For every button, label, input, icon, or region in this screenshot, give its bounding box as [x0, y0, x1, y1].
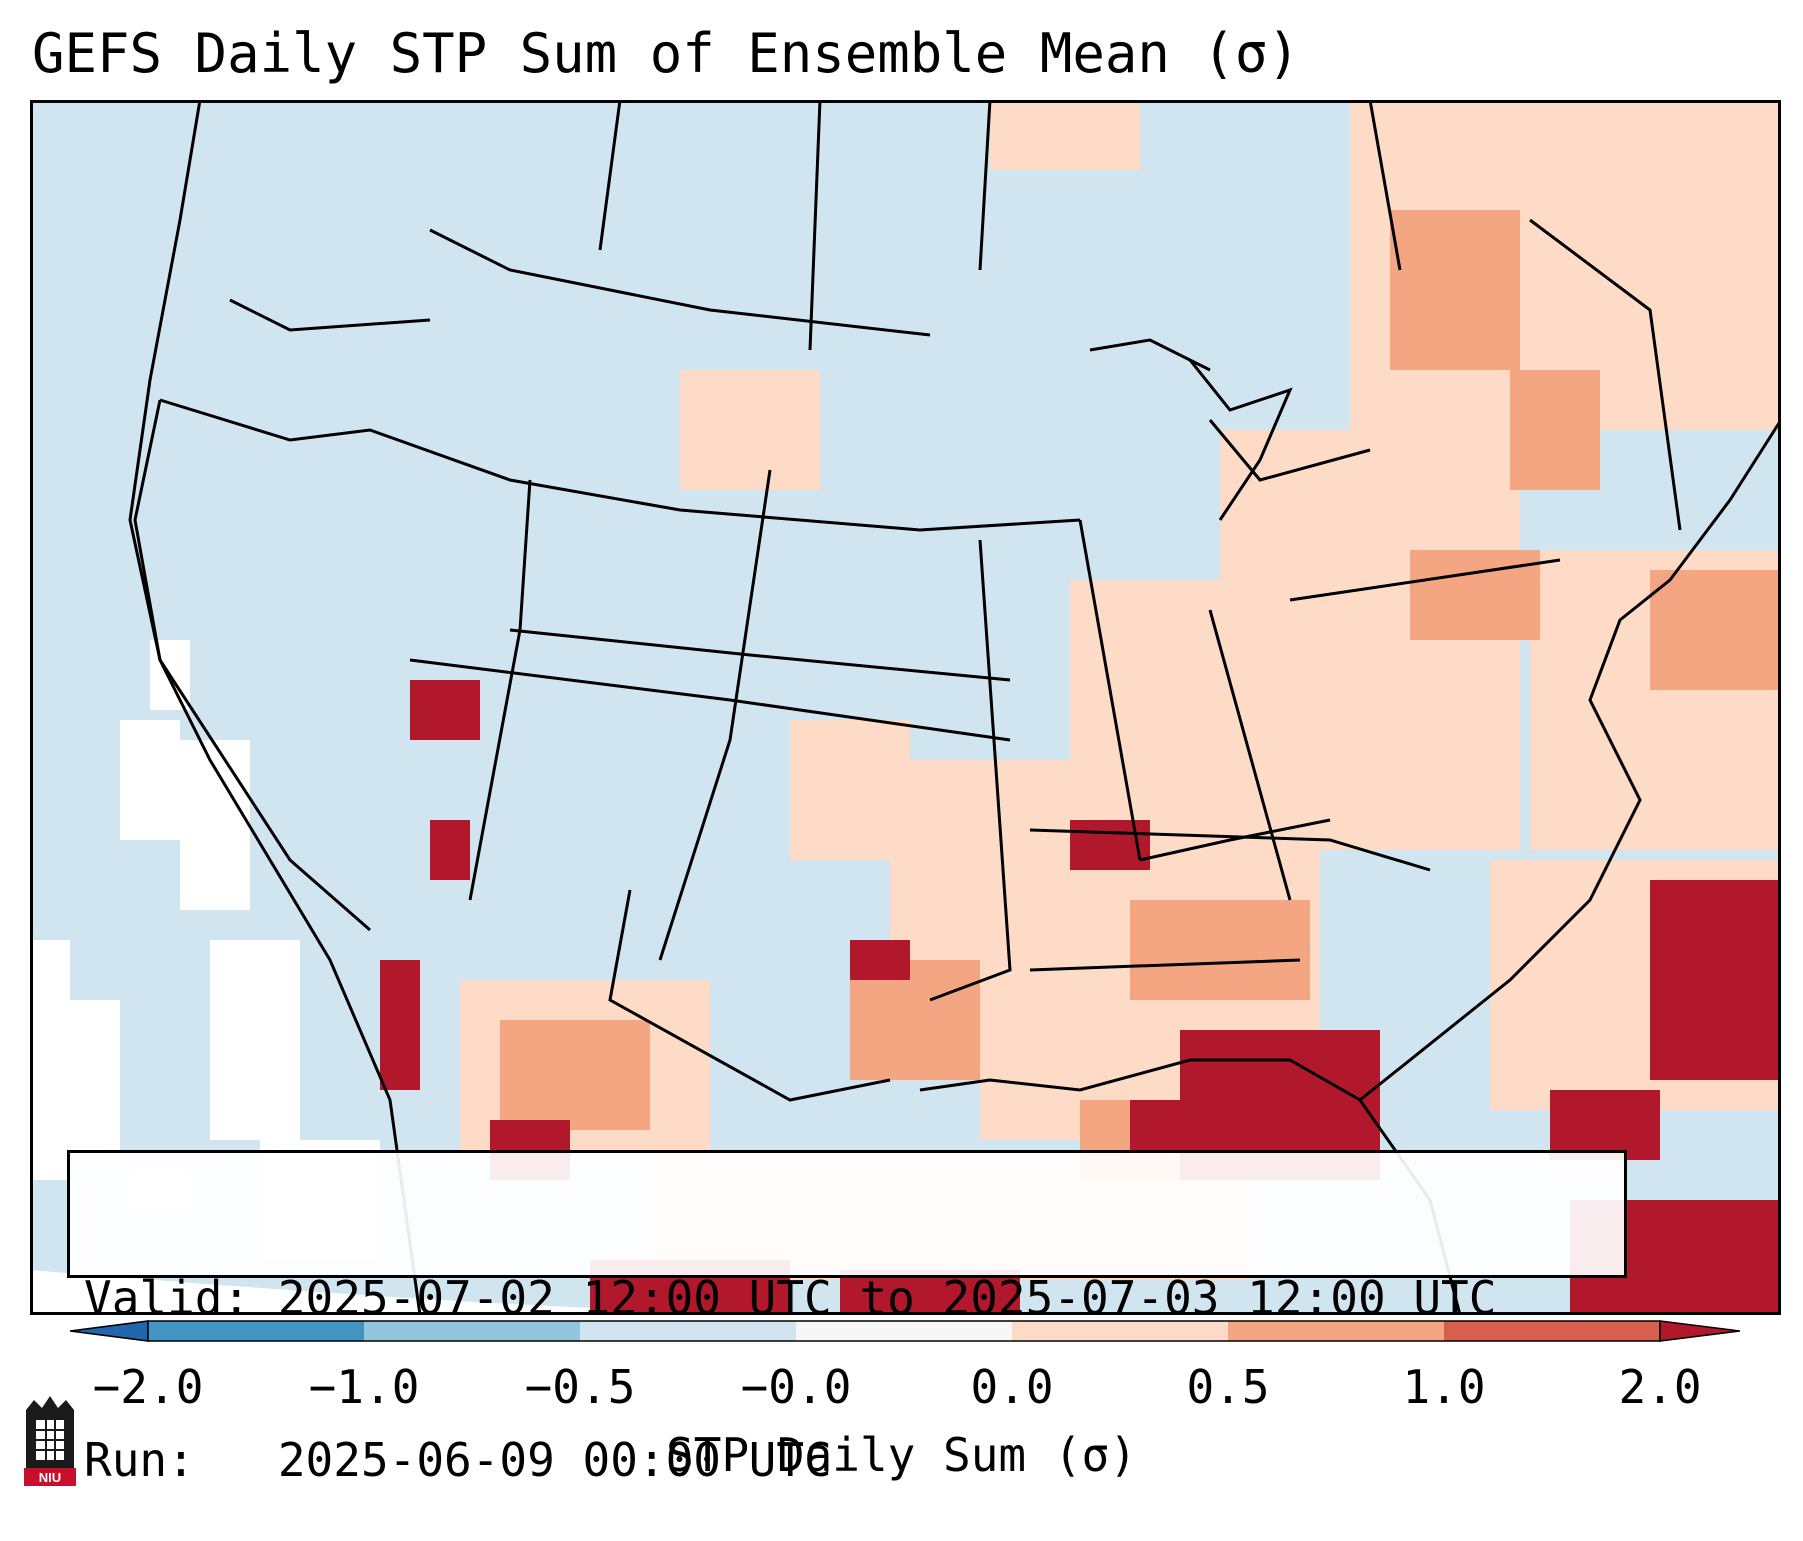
- colorbar-bin: [580, 1321, 796, 1341]
- colorbar-tick-label: 0.5: [1186, 1360, 1269, 1414]
- colorbar-label: STP Daily Sum (σ): [0, 1428, 1803, 1482]
- valid-run-info-box: Valid: 2025-07-02 12:00 UTC to 2025-07-0…: [67, 1150, 1627, 1278]
- colorbar-extend-low: [70, 1321, 148, 1341]
- niu-logo-icon: NIU: [20, 1390, 80, 1490]
- colorbar-bin: [1012, 1321, 1228, 1341]
- colorbar-bin: [796, 1321, 1012, 1341]
- colorbar-bin: [1228, 1321, 1444, 1341]
- colorbar-extend-high: [1660, 1321, 1740, 1341]
- colorbar-tick-label: −0.5: [525, 1360, 636, 1414]
- colorbar-bin: [148, 1321, 364, 1341]
- colorbar-bin: [1444, 1321, 1660, 1341]
- chart-title: GEFS Daily STP Sum of Ensemble Mean (σ): [32, 22, 1300, 85]
- map-panel: [30, 100, 1781, 1315]
- niu-logo-text: NIU: [39, 1470, 61, 1485]
- colorbar-tick-label: −1.0: [309, 1360, 420, 1414]
- colorbar-tick-label: 2.0: [1618, 1360, 1701, 1414]
- colorbar-ticks: −2.0 −1.0 −0.5 −0.0 0.0 0.5 1.0 2.0: [0, 1360, 1803, 1420]
- valid-time-text: Valid: 2025-07-02 12:00 UTC to 2025-07-0…: [84, 1271, 1624, 1325]
- colorbar-tick-label: 0.0: [970, 1360, 1053, 1414]
- colorbar-tick-label: 1.0: [1402, 1360, 1485, 1414]
- colorbar: [70, 1320, 1740, 1342]
- colorbar-tick-label: −0.0: [741, 1360, 852, 1414]
- colorbar-bin: [364, 1321, 580, 1341]
- colorbar-tick-label: −2.0: [93, 1360, 204, 1414]
